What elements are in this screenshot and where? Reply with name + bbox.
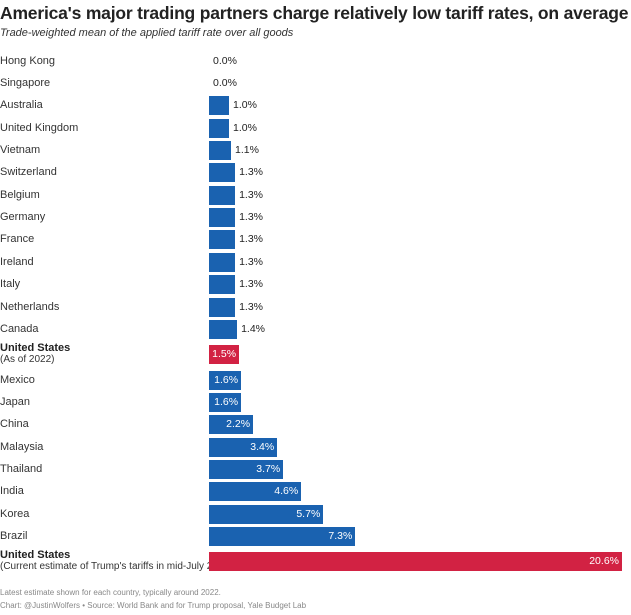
category-name: Australia <box>0 99 43 111</box>
category-label: Australia <box>0 99 43 111</box>
category-name: Brazil <box>0 530 28 542</box>
chart-title: America's major trading partners charge … <box>0 3 629 23</box>
category-name: United States <box>0 342 71 354</box>
category-name: Japan <box>0 396 30 408</box>
bar <box>209 118 230 138</box>
category-label: United States (Current estimate of Trump'… <box>0 549 232 573</box>
source-note: Chart: @JustinWolfers • Source: World Ba… <box>0 601 307 610</box>
bar <box>209 481 302 501</box>
category-label: Ireland <box>0 256 34 268</box>
data-label: 1.6% <box>214 395 239 408</box>
category-label: China <box>0 418 29 430</box>
category-label: Hong Kong <box>0 55 55 67</box>
data-label: 1.3% <box>239 255 263 268</box>
bar <box>209 185 236 205</box>
category-label: Switzerland <box>0 166 57 178</box>
data-label: 1.4% <box>241 322 265 335</box>
category-name: Italy <box>0 278 21 290</box>
data-label: 1.3% <box>239 188 263 201</box>
bar <box>209 414 254 434</box>
chart-subtitle: Trade-weighted mean of the applied tarif… <box>0 27 294 39</box>
bar <box>209 252 236 272</box>
category-label: France <box>0 233 34 245</box>
data-label: 0.0% <box>213 76 237 89</box>
data-label: 5.7% <box>296 507 321 520</box>
footnote: Latest estimate shown for each country, … <box>0 588 221 597</box>
data-label: 1.5% <box>212 347 237 360</box>
category-subtitle: (Current estimate of Trump's tariffs in … <box>0 561 233 572</box>
data-label: 7.3% <box>328 529 353 542</box>
bar <box>209 526 356 546</box>
data-label: 3.4% <box>250 440 275 453</box>
data-label: 1.3% <box>239 300 263 313</box>
data-label: 1.0% <box>233 98 257 111</box>
bar <box>209 274 236 294</box>
category-subtitle: (As of 2022) <box>0 354 55 365</box>
category-name: Belgium <box>0 189 40 201</box>
category-name: China <box>0 418 29 430</box>
category-name: France <box>0 233 35 245</box>
category-name: Germany <box>0 211 46 223</box>
data-label: 1.0% <box>233 121 257 134</box>
category-name: United States <box>0 549 71 561</box>
category-label: Brazil <box>0 530 28 542</box>
category-label: Korea <box>0 508 29 520</box>
category-label: Malaysia <box>0 441 43 453</box>
category-label: United Kingdom <box>0 122 78 134</box>
category-label: Germany <box>0 211 45 223</box>
bar <box>209 459 284 479</box>
bar <box>209 207 236 227</box>
bar <box>209 162 236 182</box>
bar <box>209 504 324 524</box>
category-name: Hong Kong <box>0 55 56 67</box>
category-label: Singapore <box>0 77 50 89</box>
bar <box>209 551 622 571</box>
bar <box>209 297 236 317</box>
category-name: Netherlands <box>0 301 60 313</box>
category-label: United States (As of 2022) <box>0 342 70 366</box>
data-label: 2.2% <box>226 417 251 430</box>
data-label: 1.6% <box>214 373 239 386</box>
category-name: United Kingdom <box>0 122 79 134</box>
category-name: Ireland <box>0 256 34 268</box>
category-name: Korea <box>0 508 30 520</box>
category-name: Vietnam <box>0 144 41 156</box>
data-label: 1.3% <box>239 232 263 245</box>
category-name: Canada <box>0 323 39 335</box>
data-label: 1.3% <box>239 210 263 223</box>
category-name: Mexico <box>0 374 35 386</box>
bar <box>209 344 240 364</box>
data-label: 1.3% <box>239 277 263 290</box>
data-label: 3.7% <box>256 462 281 475</box>
data-label: 4.6% <box>274 484 299 497</box>
category-label: Mexico <box>0 374 35 386</box>
category-name: Singapore <box>0 77 51 89</box>
category-name: Switzerland <box>0 166 57 178</box>
category-label: Canada <box>0 323 39 335</box>
category-name: Malaysia <box>0 441 44 453</box>
category-label: India <box>0 485 24 497</box>
bar <box>209 319 238 339</box>
category-label: Belgium <box>0 189 40 201</box>
category-label: Japan <box>0 396 30 408</box>
bar <box>209 370 242 390</box>
bar <box>209 437 278 457</box>
category-label: Italy <box>0 278 20 290</box>
category-name: India <box>0 485 24 497</box>
bar <box>209 392 242 412</box>
category-name: Thailand <box>0 463 43 475</box>
category-label: Netherlands <box>0 301 59 313</box>
data-label: 1.1% <box>235 143 259 156</box>
category-label: Thailand <box>0 463 42 475</box>
data-label: 20.6% <box>589 554 619 567</box>
data-label: 0.0% <box>213 54 237 67</box>
bar <box>209 95 230 115</box>
data-label: 1.3% <box>239 165 263 178</box>
bar <box>209 140 232 160</box>
bar <box>209 229 236 249</box>
category-label: Vietnam <box>0 144 40 156</box>
